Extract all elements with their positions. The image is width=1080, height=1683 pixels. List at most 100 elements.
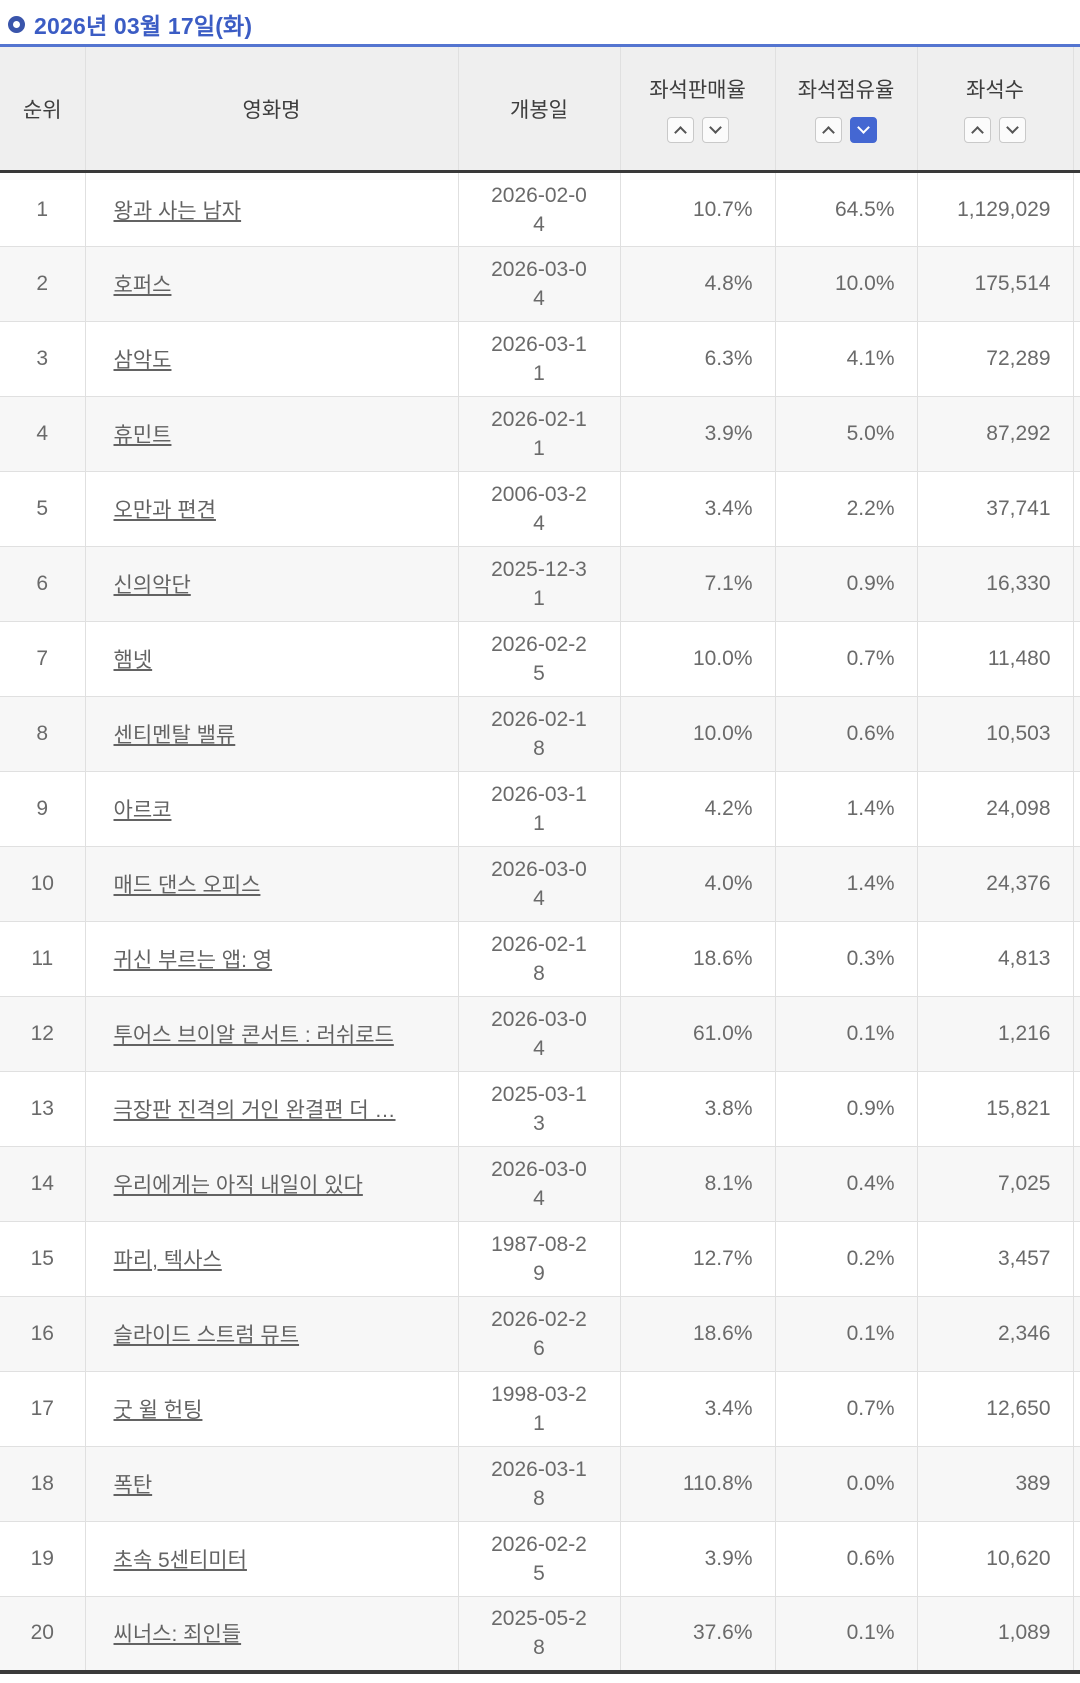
release-date-cell: 2026-02-18: [458, 921, 621, 997]
movie-title-cell: 투어스 브이알 콘서트 : 러쉬로드: [85, 996, 459, 1072]
movie-title-cell: 호퍼스: [85, 246, 459, 322]
col-header-release-date-label: 개봉일: [510, 98, 568, 122]
cutoff-cell: [1073, 846, 1080, 922]
movie-title-cell: 매드 댄스 오피스: [85, 846, 459, 922]
cutoff-cell: [1073, 396, 1080, 472]
sort-desc-seat-share-rate-button[interactable]: [850, 117, 877, 143]
movie-title-link[interactable]: 센티멘탈 밸류: [113, 724, 236, 747]
release-date-cell: 2025-12-31: [458, 546, 621, 622]
seat-count-cell: 72,289: [917, 321, 1074, 397]
movie-title-link[interactable]: 삼악도: [113, 349, 172, 372]
movie-title-link[interactable]: 휴민트: [113, 424, 172, 447]
seat-sales-rate-cell: 3.9%: [620, 1521, 776, 1597]
movie-title-link[interactable]: 신의악단: [113, 574, 191, 597]
movie-title-link[interactable]: 폭탄: [113, 1474, 153, 1497]
movie-title-cell: 귀신 부르는 앱: 영: [85, 921, 459, 997]
release-date-value: 2026-02-25: [491, 1533, 587, 1585]
rank-cell: 3: [0, 321, 86, 397]
movie-title-link[interactable]: 초속 5센티미터: [113, 1549, 247, 1572]
table-row: 4 휴민트 2026-02-11 3.9% 5.0% 87,292: [0, 396, 1080, 472]
seat-sales-rate-cell: 4.8%: [620, 246, 776, 322]
sort-asc-seat-share-rate-button[interactable]: [815, 117, 842, 143]
cutoff-cell: [1073, 1521, 1080, 1597]
seat-sales-rate-cell: 110.8%: [620, 1446, 776, 1522]
seat-share-rate-cell: 0.9%: [775, 546, 918, 622]
release-date-value: 1998-03-21: [491, 1383, 587, 1435]
rank-cell: 17: [0, 1371, 86, 1447]
seat-count-cell: 1,129,029: [917, 171, 1074, 247]
release-date-value: 2025-12-31: [491, 558, 587, 610]
sort-controls-seat-share-rate: [811, 117, 881, 143]
movie-title-cell: 센티멘탈 밸류: [85, 696, 459, 772]
seat-count-cell: 11,480: [917, 621, 1074, 697]
movie-title-link[interactable]: 아르코: [113, 799, 172, 822]
table-row: 13 극장판 진격의 거인 완결편 더 … 2025-03-13 3.8% 0.…: [0, 1071, 1080, 1147]
rank-cell: 7: [0, 621, 86, 697]
seat-share-rate-cell: 0.6%: [775, 696, 918, 772]
seat-count-cell: 24,098: [917, 771, 1074, 847]
movie-title-link[interactable]: 굿 윌 헌팅: [113, 1399, 203, 1422]
seat-sales-rate-cell: 18.6%: [620, 921, 776, 997]
release-date-value: 2006-03-24: [491, 483, 587, 535]
cutoff-cell: [1073, 621, 1080, 697]
movie-title-link[interactable]: 햄넷: [113, 649, 153, 672]
movie-title-cell: 아르코: [85, 771, 459, 847]
sort-asc-seat-count-button[interactable]: [964, 117, 991, 143]
chevron-up-icon: [822, 126, 835, 139]
seat-count-cell: 1,216: [917, 996, 1074, 1072]
movie-title-cell: 굿 윌 헌팅: [85, 1371, 459, 1447]
sort-controls-seat-sales-rate: [663, 117, 733, 143]
release-date-value: 2026-02-26: [491, 1308, 587, 1360]
release-date-value: 2026-02-04: [491, 183, 587, 236]
cutoff-cell: [1073, 996, 1080, 1072]
movie-title-link[interactable]: 극장판 진격의 거인 완결편 더 …: [113, 1099, 396, 1122]
movie-title-link[interactable]: 매드 댄스 오피스: [113, 874, 261, 897]
cutoff-cell: [1073, 1071, 1080, 1147]
seat-sales-rate-cell: 3.9%: [620, 396, 776, 472]
movie-title-cell: 휴민트: [85, 396, 459, 472]
release-date-cell: 2026-03-18: [458, 1446, 621, 1522]
rank-cell: 12: [0, 996, 86, 1072]
table-row: 14 우리에게는 아직 내일이 있다 2026-03-04 8.1% 0.4% …: [0, 1146, 1080, 1222]
movie-title-link[interactable]: 파리, 텍사스: [113, 1249, 222, 1272]
movie-title-link[interactable]: 호퍼스: [113, 274, 172, 297]
seat-sales-rate-cell: 61.0%: [620, 996, 776, 1072]
movie-title-link[interactable]: 씨너스: 죄인들: [113, 1623, 242, 1647]
seat-share-rate-cell: 0.7%: [775, 1371, 918, 1447]
release-date-cell: 1998-03-21: [458, 1371, 621, 1447]
release-date-value: 2026-02-11: [491, 408, 587, 460]
seat-count-cell: 10,620: [917, 1521, 1074, 1597]
date-heading-row: 2026년 03월 17일(화): [0, 0, 1080, 44]
sort-desc-seat-count-button[interactable]: [999, 117, 1026, 143]
release-date-value: 2026-02-18: [491, 708, 587, 760]
movie-title-link[interactable]: 투어스 브이알 콘서트 : 러쉬로드: [113, 1024, 394, 1047]
movie-title-link[interactable]: 왕과 사는 남자: [113, 199, 242, 223]
movie-title-link[interactable]: 오만과 편견: [113, 499, 216, 522]
rank-cell: 9: [0, 771, 86, 847]
table-row: 7 햄넷 2026-02-25 10.0% 0.7% 11,480: [0, 621, 1080, 697]
movie-title-cell: 극장판 진격의 거인 완결편 더 …: [85, 1071, 459, 1147]
rank-cell: 5: [0, 471, 86, 547]
seat-share-rate-cell: 0.1%: [775, 996, 918, 1072]
sort-desc-seat-sales-rate-button[interactable]: [701, 117, 729, 143]
cutoff-cell: [1073, 921, 1080, 997]
table-row: 11 귀신 부르는 앱: 영 2026-02-18 18.6% 0.3% 4,8…: [0, 921, 1080, 997]
cutoff-cell: [1073, 1596, 1080, 1672]
chevron-down-icon: [857, 121, 870, 134]
movie-title-link[interactable]: 슬라이드 스트럼 뮤트: [113, 1324, 300, 1347]
col-header-seat-count: 좌석수: [917, 45, 1074, 173]
release-date-value: 2026-02-18: [491, 933, 587, 985]
rank-cell: 6: [0, 546, 86, 622]
release-date-value: 2025-05-28: [491, 1607, 587, 1660]
chevron-up-icon: [673, 126, 687, 139]
seat-count-cell: 4,813: [917, 921, 1074, 997]
movie-title-link[interactable]: 귀신 부르는 앱: 영: [113, 949, 273, 972]
seat-sales-rate-cell: 6.3%: [620, 321, 776, 397]
movie-title-link[interactable]: 우리에게는 아직 내일이 있다: [113, 1174, 363, 1197]
release-date-cell: 2026-03-11: [458, 771, 621, 847]
col-header-seat-count-label: 좌석수: [966, 79, 1024, 102]
cutoff-cell: [1073, 471, 1080, 547]
table-row: 12 투어스 브이알 콘서트 : 러쉬로드 2026-03-04 61.0% 0…: [0, 996, 1080, 1072]
release-date-value: 2026-03-04: [491, 1008, 587, 1060]
sort-asc-seat-sales-rate-button[interactable]: [666, 117, 694, 143]
